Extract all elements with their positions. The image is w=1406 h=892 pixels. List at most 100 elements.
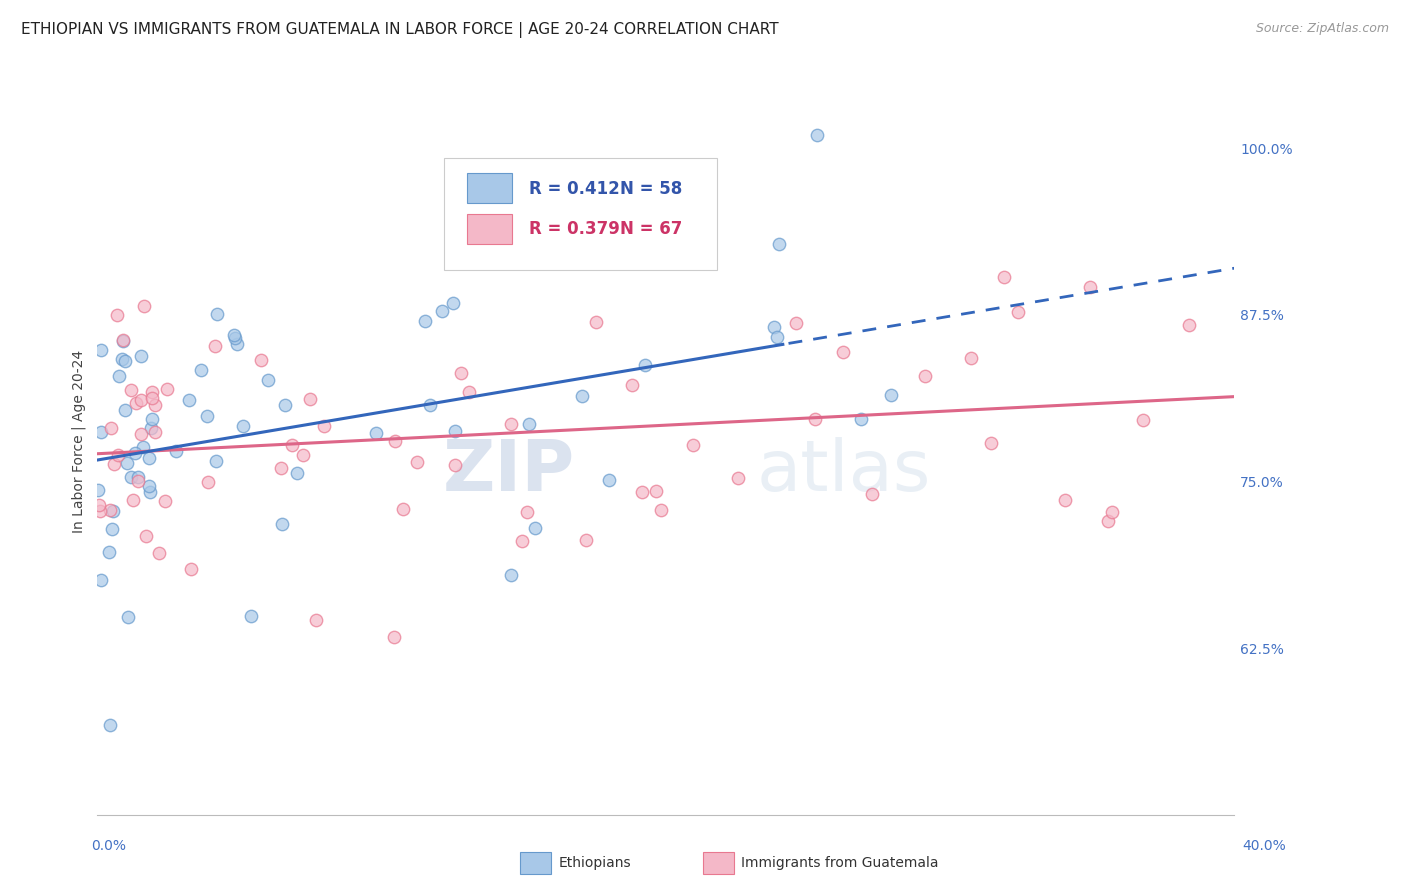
Point bbox=[880, 388, 903, 402]
Point bbox=[727, 470, 749, 484]
Point bbox=[766, 330, 789, 344]
Point bbox=[860, 487, 883, 501]
Text: Source: ZipAtlas.com: Source: ZipAtlas.com bbox=[1256, 22, 1389, 36]
Point bbox=[1178, 318, 1201, 332]
Point bbox=[516, 505, 538, 519]
Point bbox=[510, 534, 533, 549]
Point bbox=[204, 339, 226, 353]
Text: 0.0%: 0.0% bbox=[91, 838, 127, 853]
Point bbox=[132, 299, 155, 313]
Text: Ethiopians: Ethiopians bbox=[558, 855, 631, 870]
Point bbox=[190, 363, 212, 377]
Point bbox=[117, 456, 139, 470]
Point bbox=[103, 457, 125, 471]
Point bbox=[634, 359, 657, 373]
Point bbox=[914, 368, 936, 383]
Point bbox=[121, 384, 143, 398]
Point bbox=[270, 517, 292, 532]
Point bbox=[598, 473, 620, 487]
Point bbox=[405, 455, 427, 469]
Point bbox=[180, 562, 202, 576]
Point bbox=[141, 412, 163, 426]
Point bbox=[117, 610, 139, 624]
Point bbox=[103, 504, 125, 518]
Point bbox=[1007, 305, 1029, 319]
Point bbox=[148, 546, 170, 560]
Point bbox=[127, 470, 149, 484]
Point bbox=[585, 315, 607, 329]
Point bbox=[107, 448, 129, 462]
Point bbox=[785, 316, 807, 330]
Point bbox=[392, 502, 415, 516]
Point bbox=[141, 385, 163, 400]
Point bbox=[281, 437, 304, 451]
Point bbox=[501, 568, 523, 582]
Point bbox=[851, 411, 873, 425]
Point bbox=[517, 417, 540, 431]
Point bbox=[124, 446, 146, 460]
Point bbox=[224, 331, 246, 345]
Point bbox=[195, 409, 218, 423]
Point bbox=[89, 504, 111, 518]
Point bbox=[443, 458, 465, 472]
Point bbox=[274, 398, 297, 412]
Point bbox=[644, 483, 666, 498]
Point bbox=[299, 392, 322, 407]
Point bbox=[499, 417, 522, 432]
Point bbox=[441, 295, 464, 310]
Point bbox=[141, 391, 163, 405]
Point bbox=[682, 438, 704, 452]
Point bbox=[165, 444, 187, 458]
Point bbox=[129, 393, 152, 408]
Point bbox=[631, 485, 654, 500]
Text: atlas: atlas bbox=[756, 437, 931, 506]
Point bbox=[831, 345, 853, 359]
Point bbox=[232, 418, 254, 433]
Point bbox=[1078, 280, 1101, 294]
Point bbox=[197, 475, 219, 489]
Point bbox=[250, 352, 273, 367]
Point bbox=[153, 494, 176, 508]
Point bbox=[430, 303, 453, 318]
FancyBboxPatch shape bbox=[467, 214, 512, 244]
Point bbox=[87, 498, 110, 512]
Point bbox=[524, 521, 547, 535]
Point bbox=[444, 424, 467, 438]
Point bbox=[90, 343, 112, 357]
Point bbox=[124, 396, 146, 410]
Point bbox=[207, 306, 229, 320]
Point bbox=[114, 403, 136, 417]
Point bbox=[620, 378, 643, 392]
Text: ETHIOPIAN VS IMMIGRANTS FROM GUATEMALA IN LABOR FORCE | AGE 20-24 CORRELATION CH: ETHIOPIAN VS IMMIGRANTS FROM GUATEMALA I… bbox=[21, 22, 779, 38]
Point bbox=[131, 440, 153, 454]
FancyBboxPatch shape bbox=[444, 158, 717, 270]
FancyBboxPatch shape bbox=[467, 173, 512, 202]
Point bbox=[571, 389, 593, 403]
Point bbox=[683, 195, 706, 210]
Point bbox=[1132, 413, 1154, 427]
Point bbox=[111, 334, 134, 348]
Point bbox=[291, 448, 314, 462]
Point bbox=[804, 412, 827, 426]
Point bbox=[156, 382, 179, 396]
Point bbox=[114, 353, 136, 368]
Point bbox=[127, 474, 149, 488]
Point bbox=[135, 529, 157, 543]
Text: ZIP: ZIP bbox=[443, 437, 575, 506]
Point bbox=[980, 436, 1002, 450]
Point bbox=[768, 236, 790, 251]
Text: 40.0%: 40.0% bbox=[1243, 838, 1286, 853]
Point bbox=[100, 421, 122, 435]
Point bbox=[222, 328, 245, 343]
Text: R = 0.412: R = 0.412 bbox=[529, 180, 620, 198]
Point bbox=[270, 461, 292, 475]
Point bbox=[111, 334, 134, 348]
Point bbox=[382, 630, 405, 644]
Point bbox=[413, 314, 436, 328]
Point bbox=[450, 366, 472, 380]
Point bbox=[111, 351, 134, 366]
Point bbox=[101, 522, 124, 536]
Point bbox=[107, 368, 129, 383]
Point bbox=[226, 336, 249, 351]
Text: N = 58: N = 58 bbox=[620, 180, 682, 198]
